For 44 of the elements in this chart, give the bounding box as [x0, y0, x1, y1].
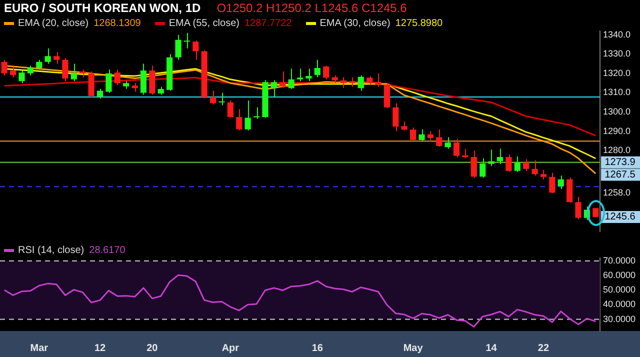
y-tick-label: 1290.0 — [603, 126, 631, 136]
chart-subtitle: O1250.2 H1250.2 L1245.6 C1245.6 — [216, 1, 407, 15]
y-tick-label: 1300.0 — [603, 106, 631, 116]
candlestick — [175, 34, 182, 60]
candlestick — [218, 92, 225, 106]
y-tick-label: 70.0000 — [603, 255, 636, 266]
legend-label: EMA (30, close) — [320, 18, 390, 29]
y-tick-label: 30.0000 — [603, 314, 636, 324]
annotation: 1267.5 — [604, 169, 636, 180]
annotation: 1245.6 — [604, 212, 636, 223]
y-tick-label: 1320.0 — [603, 68, 631, 78]
x-tick-label: 22 — [538, 342, 550, 354]
y-tick-label: 40.0000 — [603, 299, 636, 310]
y-tick-label: 60.0000 — [603, 270, 636, 280]
text: 28.6170 — [89, 245, 126, 256]
x-tick-label: Apr — [222, 342, 240, 354]
candlestick — [575, 196, 582, 220]
candlestick — [262, 80, 268, 118]
candlestick — [132, 82, 138, 92]
x-tick-label: 14 — [486, 342, 498, 354]
candlestick — [540, 169, 547, 180]
x-tick-label: 20 — [146, 342, 158, 354]
candlestick — [62, 58, 68, 82]
x-tick-label: 16 — [312, 342, 324, 354]
y-tick-label: 1340.0 — [603, 29, 631, 40]
x-tick-label: 12 — [94, 342, 106, 354]
text: 1268.1309 — [94, 18, 141, 29]
legend-label: RSI (14, close) — [18, 245, 84, 256]
y-tick-label: 50.0000 — [603, 284, 636, 295]
y-tick-label: 1258.0 — [603, 188, 631, 198]
x-tick-label: Mar — [30, 342, 48, 354]
text: 1275.8980 — [395, 18, 443, 29]
y-tick-label: 1330.0 — [603, 48, 631, 59]
y-tick-label: 1310.0 — [603, 87, 631, 98]
candlestick — [296, 68, 304, 82]
candlestick — [488, 149, 494, 167]
legend-label: EMA (20, close) — [18, 18, 89, 29]
chart-title: EURO / SOUTH KOREAN WON, 1D — [4, 1, 201, 15]
y-tick-label: 1280.0 — [603, 145, 631, 156]
text: 1287.7722 — [244, 18, 292, 29]
candlestick — [349, 76, 356, 88]
ref-line-label: 1273.9 — [604, 157, 636, 168]
x-tick-label: May — [403, 342, 424, 354]
legend-label: EMA (55, close) — [168, 18, 240, 29]
